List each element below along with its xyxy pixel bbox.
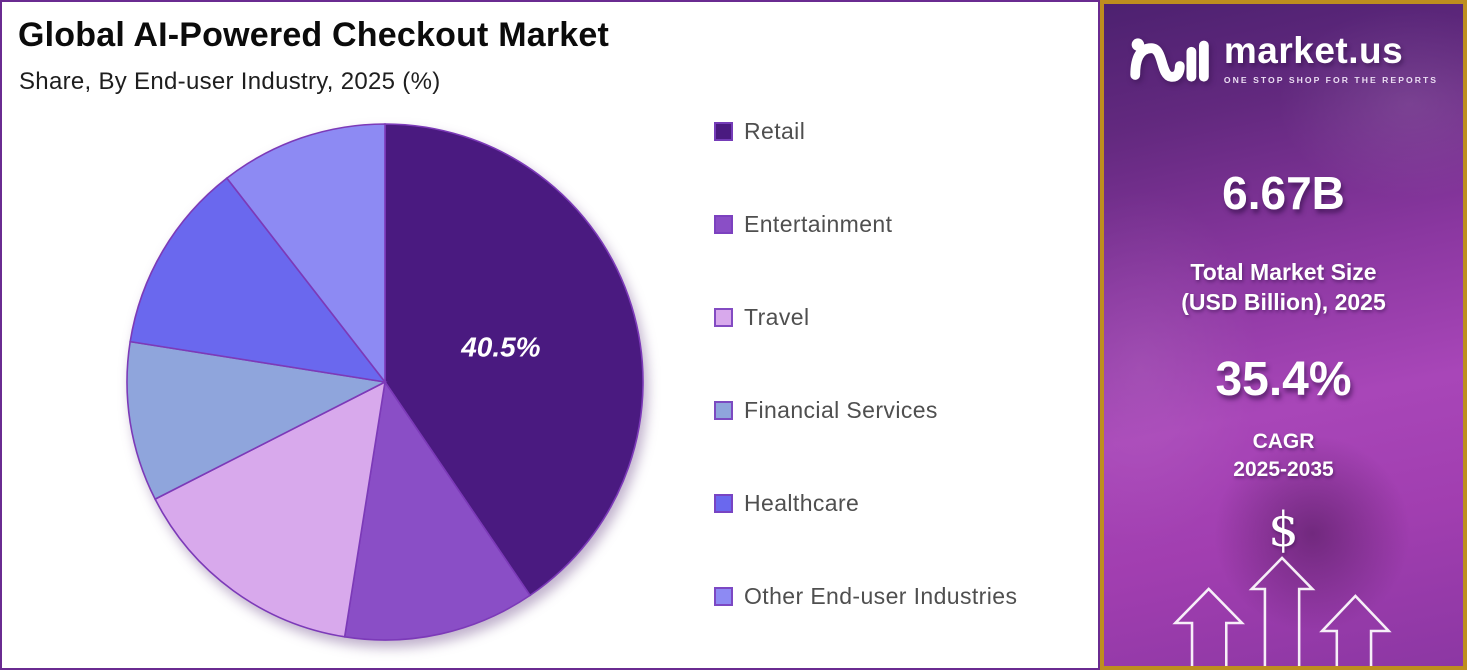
legend-label: Healthcare bbox=[744, 490, 860, 516]
pie-slice-travel bbox=[154, 380, 387, 638]
growth-arrows-graphic bbox=[1172, 556, 1392, 666]
cagr-label-line2: 2025-2035 bbox=[1233, 458, 1334, 481]
legend-swatch bbox=[714, 215, 733, 234]
up-arrow-icon bbox=[1172, 587, 1245, 666]
logo-wordmark: market.us bbox=[1223, 29, 1404, 71]
sidebar-panel: market.us ONE STOP SHOP FOR THE REPORTS … bbox=[1100, 0, 1467, 670]
pie-data-label: 40.5% bbox=[460, 331, 540, 362]
legend-item-entertainment: Entertainment bbox=[714, 211, 1017, 238]
legend-item-retail: Retail bbox=[714, 118, 1017, 145]
pie-slice-healthcare bbox=[129, 177, 387, 384]
legend-label: Travel bbox=[744, 304, 810, 330]
logo-tagline: ONE STOP SHOP FOR THE REPORTS bbox=[1223, 74, 1439, 85]
market-size-label: Total Market Size (USD Billion), 2025 bbox=[1104, 257, 1463, 317]
pie-slice-retail bbox=[384, 123, 644, 597]
chart-title: Global AI-Powered Checkout Market bbox=[18, 16, 610, 54]
cagr-value: 35.4% bbox=[1215, 353, 1352, 406]
up-arrow-icon bbox=[1248, 556, 1316, 666]
market-us-logo: market.us ONE STOP SHOP FOR THE REPORTS bbox=[1104, 30, 1463, 86]
legend-item-financial-services: Financial Services bbox=[714, 397, 1017, 424]
legend-item-healthcare: Healthcare bbox=[714, 490, 1017, 517]
legend-swatch bbox=[714, 308, 733, 327]
legend: Retail Entertainment Travel Financial Servi… bbox=[714, 118, 1017, 610]
pie-chart: 40.5% bbox=[126, 123, 644, 641]
cagr-label: CAGR 2025-2035 bbox=[1104, 428, 1463, 484]
chart-panel: Global AI-Powered Checkout Market Share,… bbox=[0, 0, 1100, 670]
pie-slice-financial-services bbox=[126, 340, 388, 501]
dollar-symbol: $ bbox=[1268, 502, 1299, 558]
legend-swatch bbox=[714, 122, 733, 141]
pie-slice-entertainment bbox=[343, 379, 532, 641]
legend-item-other-end-user-industries: Other End-user Industries bbox=[714, 583, 1017, 610]
legend-label: Retail bbox=[744, 118, 806, 144]
legend-label: Other End-user Industries bbox=[744, 583, 1018, 609]
legend-swatch bbox=[714, 587, 733, 606]
market-size-label-line1: Total Market Size bbox=[1190, 259, 1377, 285]
cagr-label-line1: CAGR bbox=[1252, 430, 1315, 453]
legend-label: Entertainment bbox=[744, 211, 893, 237]
legend-swatch bbox=[714, 401, 733, 420]
pie-slice-other-end-user-industries bbox=[225, 123, 386, 385]
legend-swatch bbox=[714, 494, 733, 513]
market-size-value: 6.67B bbox=[1222, 167, 1345, 219]
market-us-logo-icon bbox=[1130, 38, 1209, 82]
legend-item-travel: Travel bbox=[714, 304, 1017, 331]
market-size-label-line2: (USD Billion), 2025 bbox=[1181, 289, 1386, 315]
legend-label: Financial Services bbox=[744, 397, 938, 423]
logo-text: market.us ONE STOP SHOP FOR THE REPORTS bbox=[1224, 32, 1438, 85]
chart-subtitle: Share, By End-user Industry, 2025 (%) bbox=[19, 68, 441, 95]
up-arrow-icon bbox=[1319, 594, 1392, 666]
